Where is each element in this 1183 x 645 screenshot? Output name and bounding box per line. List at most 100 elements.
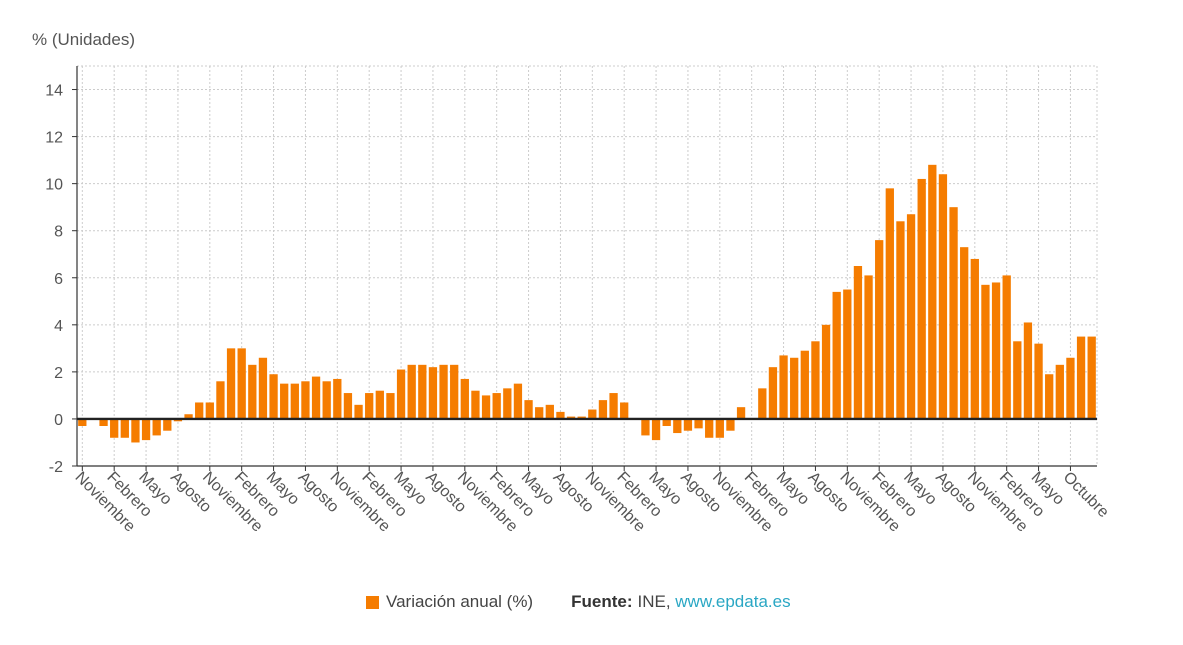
bar [471,390,480,419]
bar [439,364,448,419]
bar [598,400,608,419]
bar [195,402,204,419]
bar [545,404,554,419]
bar [163,418,172,431]
y-tick-label: 6 [54,271,63,288]
y-tick-label: 2 [54,365,63,382]
bar [280,383,289,419]
bar [535,407,544,419]
bar [365,393,374,419]
bar [779,355,788,419]
bar [694,418,703,429]
bar [1023,322,1033,419]
bar [683,418,693,431]
bar [896,221,905,419]
bar [386,393,395,419]
bar [503,388,512,419]
bar [492,393,501,419]
legend-swatch [366,595,379,609]
y-tick-label: 12 [45,130,63,147]
bar [811,341,820,419]
bar [620,402,629,419]
bar [736,407,746,419]
x-tick-labels: NoviembreFebreroMayoAgostoNoviembreFebre… [71,466,1112,536]
bar [758,388,767,419]
bar [428,367,438,419]
bar [258,357,268,419]
bar [651,418,661,441]
bar [99,418,108,426]
bar [450,364,459,419]
bar [301,381,310,419]
bar [662,418,671,426]
source-value: INE, [637,592,671,611]
bar [216,381,225,419]
bar [322,381,331,419]
bar [1045,374,1054,419]
bar [481,395,491,419]
bar [800,350,809,419]
bar [110,418,119,438]
bar [375,390,384,419]
bar [152,418,161,436]
bar [938,174,948,419]
bar [290,383,299,419]
bar [1013,341,1022,419]
bar [853,266,863,419]
y-tick-label: 14 [45,83,63,100]
bar [460,378,469,419]
bar [1055,364,1064,419]
y-tick-labels: -2 0 2 4 6 8 10 12 14 [45,83,77,476]
bar [790,357,799,419]
source-link[interactable]: www.epdata.es [675,592,791,611]
y-tick-label: 8 [54,224,63,241]
bar [832,291,841,419]
bar [1076,336,1086,419]
bar [875,240,884,419]
y-axis-title: % (Unidades) [32,30,135,49]
bar [821,324,831,419]
y-tick-label: -2 [49,459,63,476]
y-tick-label: 10 [45,177,63,194]
bar [354,404,363,419]
bar [343,393,353,419]
bar [396,369,406,419]
y-tick-label: 0 [54,412,63,429]
legend-label: Variación anual (%) [386,592,534,611]
x-tick-label: Octubre [1060,469,1112,521]
bar [906,214,916,419]
bar [311,376,321,419]
bar [588,409,597,419]
bar [226,348,236,419]
source-label: Fuente: [571,592,633,611]
bar [715,418,724,438]
bar [1002,275,1011,419]
bar [237,348,246,419]
bar [418,364,427,419]
bar [184,414,193,419]
bar [1034,343,1043,419]
bar [960,247,969,419]
bar [205,402,214,419]
bar [864,275,873,419]
axes [76,66,1097,467]
bar [131,418,140,443]
bar [949,207,958,419]
bars [78,164,1096,443]
bar [917,178,926,419]
bar [269,374,278,419]
bar [843,289,852,419]
bar [928,164,937,419]
legend: Variación anual (%) Fuente: INE, www.epd… [366,592,791,612]
bar [768,367,778,419]
bar [981,284,990,419]
bar [705,418,714,438]
bar [726,418,735,431]
bar [991,282,1001,419]
bar [78,418,87,426]
bar [641,418,650,436]
bar [970,258,979,419]
bar [141,418,151,441]
bar [1066,357,1075,419]
